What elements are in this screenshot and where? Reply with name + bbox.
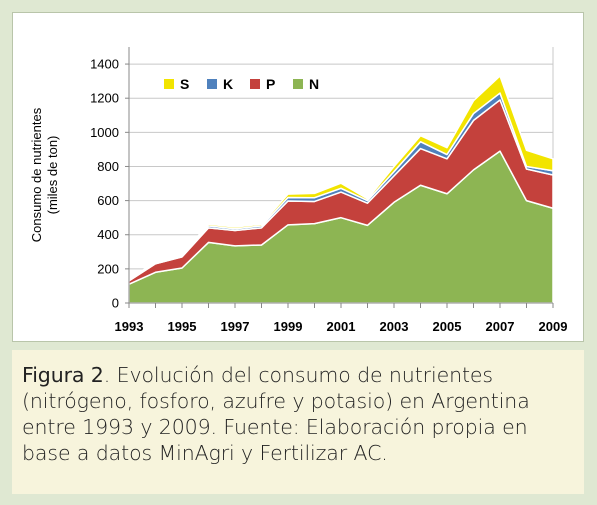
- figure-caption-box: Figura 2. Evolución del consumo de nutri…: [12, 350, 584, 494]
- figure-label: Figura 2: [22, 363, 104, 387]
- caption-text: . Evolución del consumo de nutrientes (n…: [22, 363, 530, 465]
- y-tick-label-600: 600: [97, 193, 119, 208]
- figure-caption: Figura 2. Evolución del consumo de nutri…: [22, 362, 572, 466]
- x-tick-label-2001: 2001: [327, 319, 356, 334]
- x-tick-label-1993: 1993: [115, 319, 144, 334]
- x-tick-label-1999: 1999: [274, 319, 303, 334]
- y-tick-label-200: 200: [97, 261, 119, 276]
- axes: 0 200 400 600 800 1000 1200 1400 1993 1995 1997 199…: [90, 47, 567, 334]
- legend-label-S: S: [180, 76, 189, 92]
- y-tick-label-400: 400: [97, 227, 119, 242]
- area-series-S: [128, 75, 554, 281]
- stacked-area-chart: 0 200 400 600 800 1000 1200 1400 1993 1995 1997 199…: [29, 47, 567, 334]
- x-tick-label-2007: 2007: [486, 319, 515, 334]
- y-tick-label-1200: 1200: [90, 91, 119, 106]
- y-tick-label-0: 0: [112, 296, 119, 311]
- x-tick-label-2005: 2005: [433, 319, 462, 334]
- y-axis-label-line-2: (miles de ton): [45, 136, 60, 215]
- legend-label-K: K: [223, 76, 233, 92]
- legend-swatch-P: [250, 79, 260, 89]
- y-axis-label: Consumo de nutrientes(miles de ton): [29, 107, 60, 242]
- y-tick-label-800: 800: [97, 159, 119, 174]
- y-tick-label-1400: 1400: [90, 57, 119, 72]
- area-series-N: [128, 150, 554, 304]
- area-series: [128, 75, 554, 304]
- y-axis-label-line-1: Consumo de nutrientes: [29, 107, 44, 242]
- legend-swatch-S: [164, 79, 174, 89]
- legend-label-N: N: [309, 76, 319, 92]
- legend-label-P: P: [266, 76, 275, 92]
- y-tick-label-1000: 1000: [90, 125, 119, 140]
- x-tick-label-1997: 1997: [221, 319, 250, 334]
- chart-panel: 0 200 400 600 800 1000 1200 1400 1993 1995 1997 199…: [12, 12, 584, 342]
- legend-swatch-N: [293, 79, 303, 89]
- x-tick-label-1995: 1995: [168, 319, 197, 334]
- x-tick-label-2009: 2009: [539, 319, 568, 334]
- x-tick-label-2003: 2003: [380, 319, 409, 334]
- legend-swatch-K: [207, 79, 217, 89]
